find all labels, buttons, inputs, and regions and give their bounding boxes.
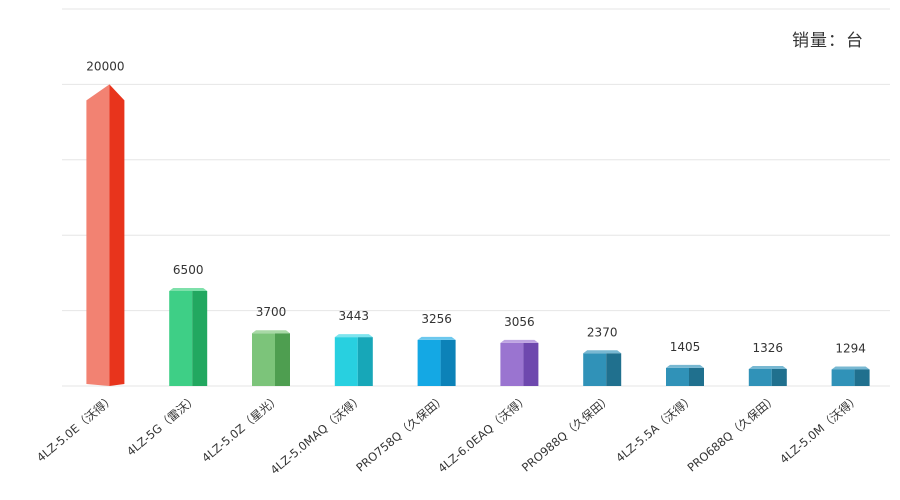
data-label: 2370 bbox=[587, 325, 618, 339]
bar-front bbox=[831, 369, 855, 386]
bar-front bbox=[417, 339, 441, 386]
bar bbox=[583, 350, 622, 386]
bar-top bbox=[417, 336, 456, 340]
bar-front bbox=[748, 369, 772, 386]
bar bbox=[334, 334, 373, 386]
bar-front bbox=[86, 84, 110, 387]
bar-side bbox=[275, 333, 290, 386]
bar-top bbox=[831, 366, 870, 370]
bar-top bbox=[583, 350, 622, 354]
bar bbox=[252, 330, 290, 386]
bar-side bbox=[771, 369, 787, 386]
bar bbox=[169, 287, 208, 386]
bar-side bbox=[689, 367, 704, 386]
data-label: 1405 bbox=[670, 340, 701, 354]
bar-side bbox=[854, 369, 870, 386]
category-label: 4LZ-5.0E（沃得） bbox=[34, 392, 117, 465]
bar-top bbox=[169, 287, 208, 291]
category-label: PRO988Q（久保田） bbox=[519, 392, 614, 475]
bar-side bbox=[109, 84, 125, 387]
data-label: 3256 bbox=[421, 312, 452, 326]
bar-side bbox=[192, 290, 208, 386]
bar-side bbox=[523, 342, 539, 386]
bar-front bbox=[169, 290, 193, 386]
data-label: 1294 bbox=[835, 341, 866, 355]
category-label: PRO758Q（久保田） bbox=[353, 392, 448, 475]
bar-side bbox=[606, 353, 622, 386]
data-label: 3700 bbox=[256, 305, 287, 319]
bar-front bbox=[666, 367, 689, 386]
category-label: 4LZ-5.0M（沃得） bbox=[777, 392, 862, 467]
bar-top bbox=[666, 364, 704, 368]
bar-top bbox=[252, 330, 290, 334]
bar bbox=[748, 366, 787, 386]
bar-side bbox=[357, 337, 373, 386]
category-label: 4LZ-5.0MAQ（沃得） bbox=[267, 392, 365, 478]
category-label: PRO688Q（久保田） bbox=[685, 392, 780, 475]
unit-label: 销量：台 bbox=[792, 31, 864, 51]
category-label: 4LZ-5G（雷沃） bbox=[124, 392, 200, 459]
data-label: 3056 bbox=[504, 315, 535, 329]
category-label: 4LZ-6.0EAQ（沃得） bbox=[435, 392, 531, 476]
bar bbox=[500, 339, 539, 386]
bar bbox=[666, 364, 704, 386]
bar-front bbox=[252, 333, 275, 386]
bar bbox=[417, 336, 456, 386]
data-label: 1326 bbox=[753, 341, 784, 355]
bar-side bbox=[440, 339, 456, 386]
data-label: 6500 bbox=[173, 263, 204, 277]
bar-front bbox=[334, 337, 358, 386]
category-label: 4LZ-5.0Z（星光） bbox=[199, 392, 283, 466]
category-label: 4LZ-5.5A（沃得） bbox=[613, 392, 697, 466]
bar-top bbox=[500, 339, 539, 343]
bar-front bbox=[500, 342, 524, 386]
bar bbox=[831, 366, 870, 386]
bar-front bbox=[583, 353, 607, 386]
bar bbox=[86, 84, 125, 387]
bar-top bbox=[748, 366, 787, 370]
data-label: 20000 bbox=[86, 59, 124, 73]
bar-top bbox=[334, 334, 373, 338]
data-label: 3443 bbox=[339, 309, 370, 323]
